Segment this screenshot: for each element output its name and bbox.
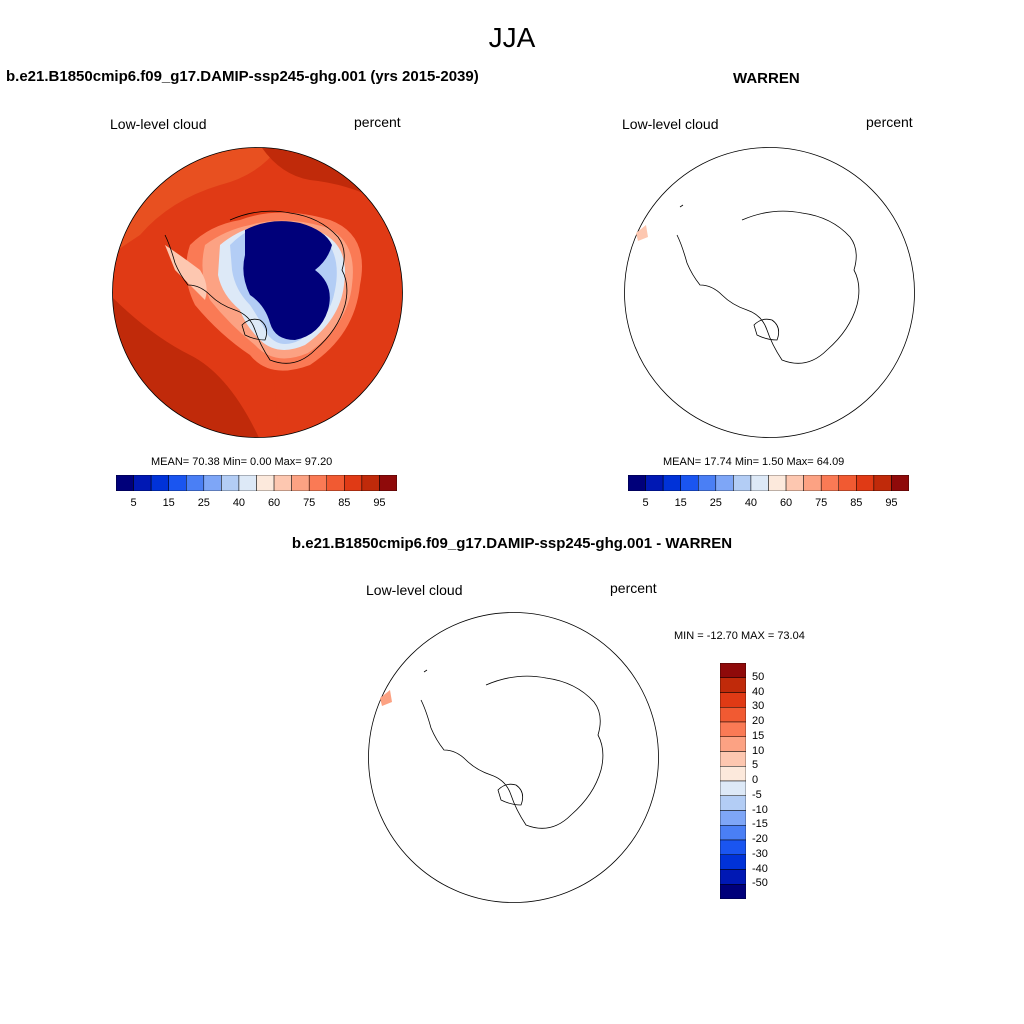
colorbar-swatch: [720, 677, 746, 693]
colorbar-swatch: [820, 475, 839, 491]
colorbar-tick-label: 10: [752, 744, 765, 757]
colorbar-swatch: [308, 475, 327, 491]
colorbar-swatch: [133, 475, 152, 491]
colorbar-tick-label: 0: [752, 774, 759, 786]
colorbar-tick-label: 50: [752, 670, 765, 683]
panel-2-units: percent: [866, 114, 913, 130]
colorbar-tick-label: 95: [885, 497, 898, 509]
colorbar-tick-label: -50: [752, 877, 768, 890]
colorbar-swatch: [361, 475, 380, 491]
panel-3-variable: Low-level cloud: [366, 582, 463, 598]
colorbar-tick-label: 95: [373, 497, 386, 509]
colorbar-tick-label: 25: [197, 497, 210, 509]
colorbar-swatch: [720, 780, 746, 796]
panel-1-units: percent: [354, 114, 401, 130]
colorbar-tick-label: 75: [303, 497, 316, 509]
panel-3-map: [368, 612, 659, 903]
colorbar-swatch: [768, 475, 787, 491]
colorbar-tick-label: 40: [744, 497, 758, 509]
colorbar-swatch: [733, 475, 752, 491]
colorbar-swatch: [186, 475, 205, 491]
colorbar-swatch: [256, 475, 275, 491]
colorbar-swatch: [750, 475, 769, 491]
panel-3-colorbar: [720, 663, 746, 899]
colorbar-swatch: [720, 884, 746, 899]
colorbar-tick-label: 85: [850, 497, 863, 509]
colorbar-swatch: [203, 475, 222, 491]
colorbar-swatch: [150, 475, 169, 491]
colorbar-tick-label: 15: [162, 497, 175, 509]
colorbar-tick-label: 60: [779, 497, 793, 509]
colorbar-swatch: [785, 475, 804, 491]
panel-2-map: [624, 147, 915, 438]
colorbar-tick-label: 5: [642, 497, 649, 509]
colorbar-tick-label: -5: [752, 788, 762, 801]
colorbar-tick-label: 15: [752, 729, 765, 742]
colorbar-swatch: [628, 475, 646, 491]
colorbar-tick-label: -20: [752, 833, 768, 845]
panel-2-stats: MEAN= 17.74 Min= 1.50 Max= 64.09: [663, 456, 845, 468]
colorbar-tick-label: 75: [815, 497, 828, 509]
colorbar-swatch: [698, 475, 717, 491]
panel-1-variable: Low-level cloud: [110, 116, 207, 132]
colorbar-swatch: [221, 475, 240, 491]
colorbar-tick-label: 25: [709, 497, 722, 509]
panel-1-stats: MEAN= 70.38 Min= 0.00 Max= 97.20: [151, 456, 333, 468]
colorbar-swatch: [379, 475, 397, 491]
panel-1-title: b.e21.B1850cmip6.f09_g17.DAMIP-ssp245-gh…: [6, 68, 479, 85]
colorbar-swatch: [838, 475, 857, 491]
colorbar-swatch: [720, 721, 746, 737]
panel-1-colorbar: [116, 475, 397, 491]
panel-2-title: WARREN: [733, 70, 800, 87]
colorbar-swatch: [238, 475, 257, 491]
colorbar-swatch: [720, 736, 746, 752]
colorbar-swatch: [720, 751, 746, 767]
panel-3-title: b.e21.B1850cmip6.f09_g17.DAMIP-ssp245-gh…: [291, 535, 733, 552]
colorbar-swatch: [720, 692, 746, 708]
colorbar-swatch: [273, 475, 292, 491]
colorbar-swatch: [856, 475, 875, 491]
colorbar-tick-label: -10: [752, 803, 768, 816]
colorbar-swatch: [720, 707, 746, 723]
colorbar-swatch: [662, 475, 681, 491]
colorbar-swatch: [720, 663, 746, 678]
colorbar-swatch: [116, 475, 134, 491]
colorbar-swatch: [803, 475, 822, 491]
panel-2-colorbar: [628, 475, 909, 491]
colorbar-tick-label: -15: [752, 818, 768, 831]
panel-1-map: [112, 147, 403, 438]
colorbar-swatch: [326, 475, 345, 491]
colorbar-tick-label: 40: [232, 497, 246, 509]
colorbar-swatch: [891, 475, 909, 491]
colorbar-swatch: [344, 475, 363, 491]
colorbar-swatch: [720, 854, 746, 870]
colorbar-tick-label: 30: [752, 700, 765, 713]
panel-2-variable: Low-level cloud: [622, 116, 719, 132]
colorbar-tick-label: -40: [752, 862, 768, 875]
colorbar-tick-label: -30: [752, 847, 768, 860]
colorbar-swatch: [873, 475, 892, 491]
figure-title: JJA: [488, 22, 536, 53]
colorbar-swatch: [720, 810, 746, 826]
colorbar-swatch: [645, 475, 664, 491]
colorbar-swatch: [720, 795, 746, 811]
colorbar-tick-label: 40: [752, 685, 765, 698]
colorbar-tick-label: 85: [338, 497, 351, 509]
colorbar-tick-label: 60: [267, 497, 281, 509]
colorbar-swatch: [168, 475, 187, 491]
colorbar-tick-label: 20: [752, 715, 765, 727]
colorbar-swatch: [720, 766, 746, 782]
colorbar-swatch: [680, 475, 699, 491]
colorbar-swatch: [720, 869, 746, 885]
colorbar-swatch: [720, 825, 746, 841]
panel-3-stats: MIN = -12.70 MAX = 73.04: [674, 630, 805, 642]
colorbar-tick-label: 15: [674, 497, 687, 509]
colorbar-swatch: [291, 475, 310, 491]
panel-3-units: percent: [610, 580, 657, 596]
colorbar-swatch: [720, 839, 746, 855]
colorbar-swatch: [715, 475, 734, 491]
colorbar-tick-label: 5: [752, 759, 759, 772]
colorbar-tick-label: 5: [130, 497, 137, 509]
